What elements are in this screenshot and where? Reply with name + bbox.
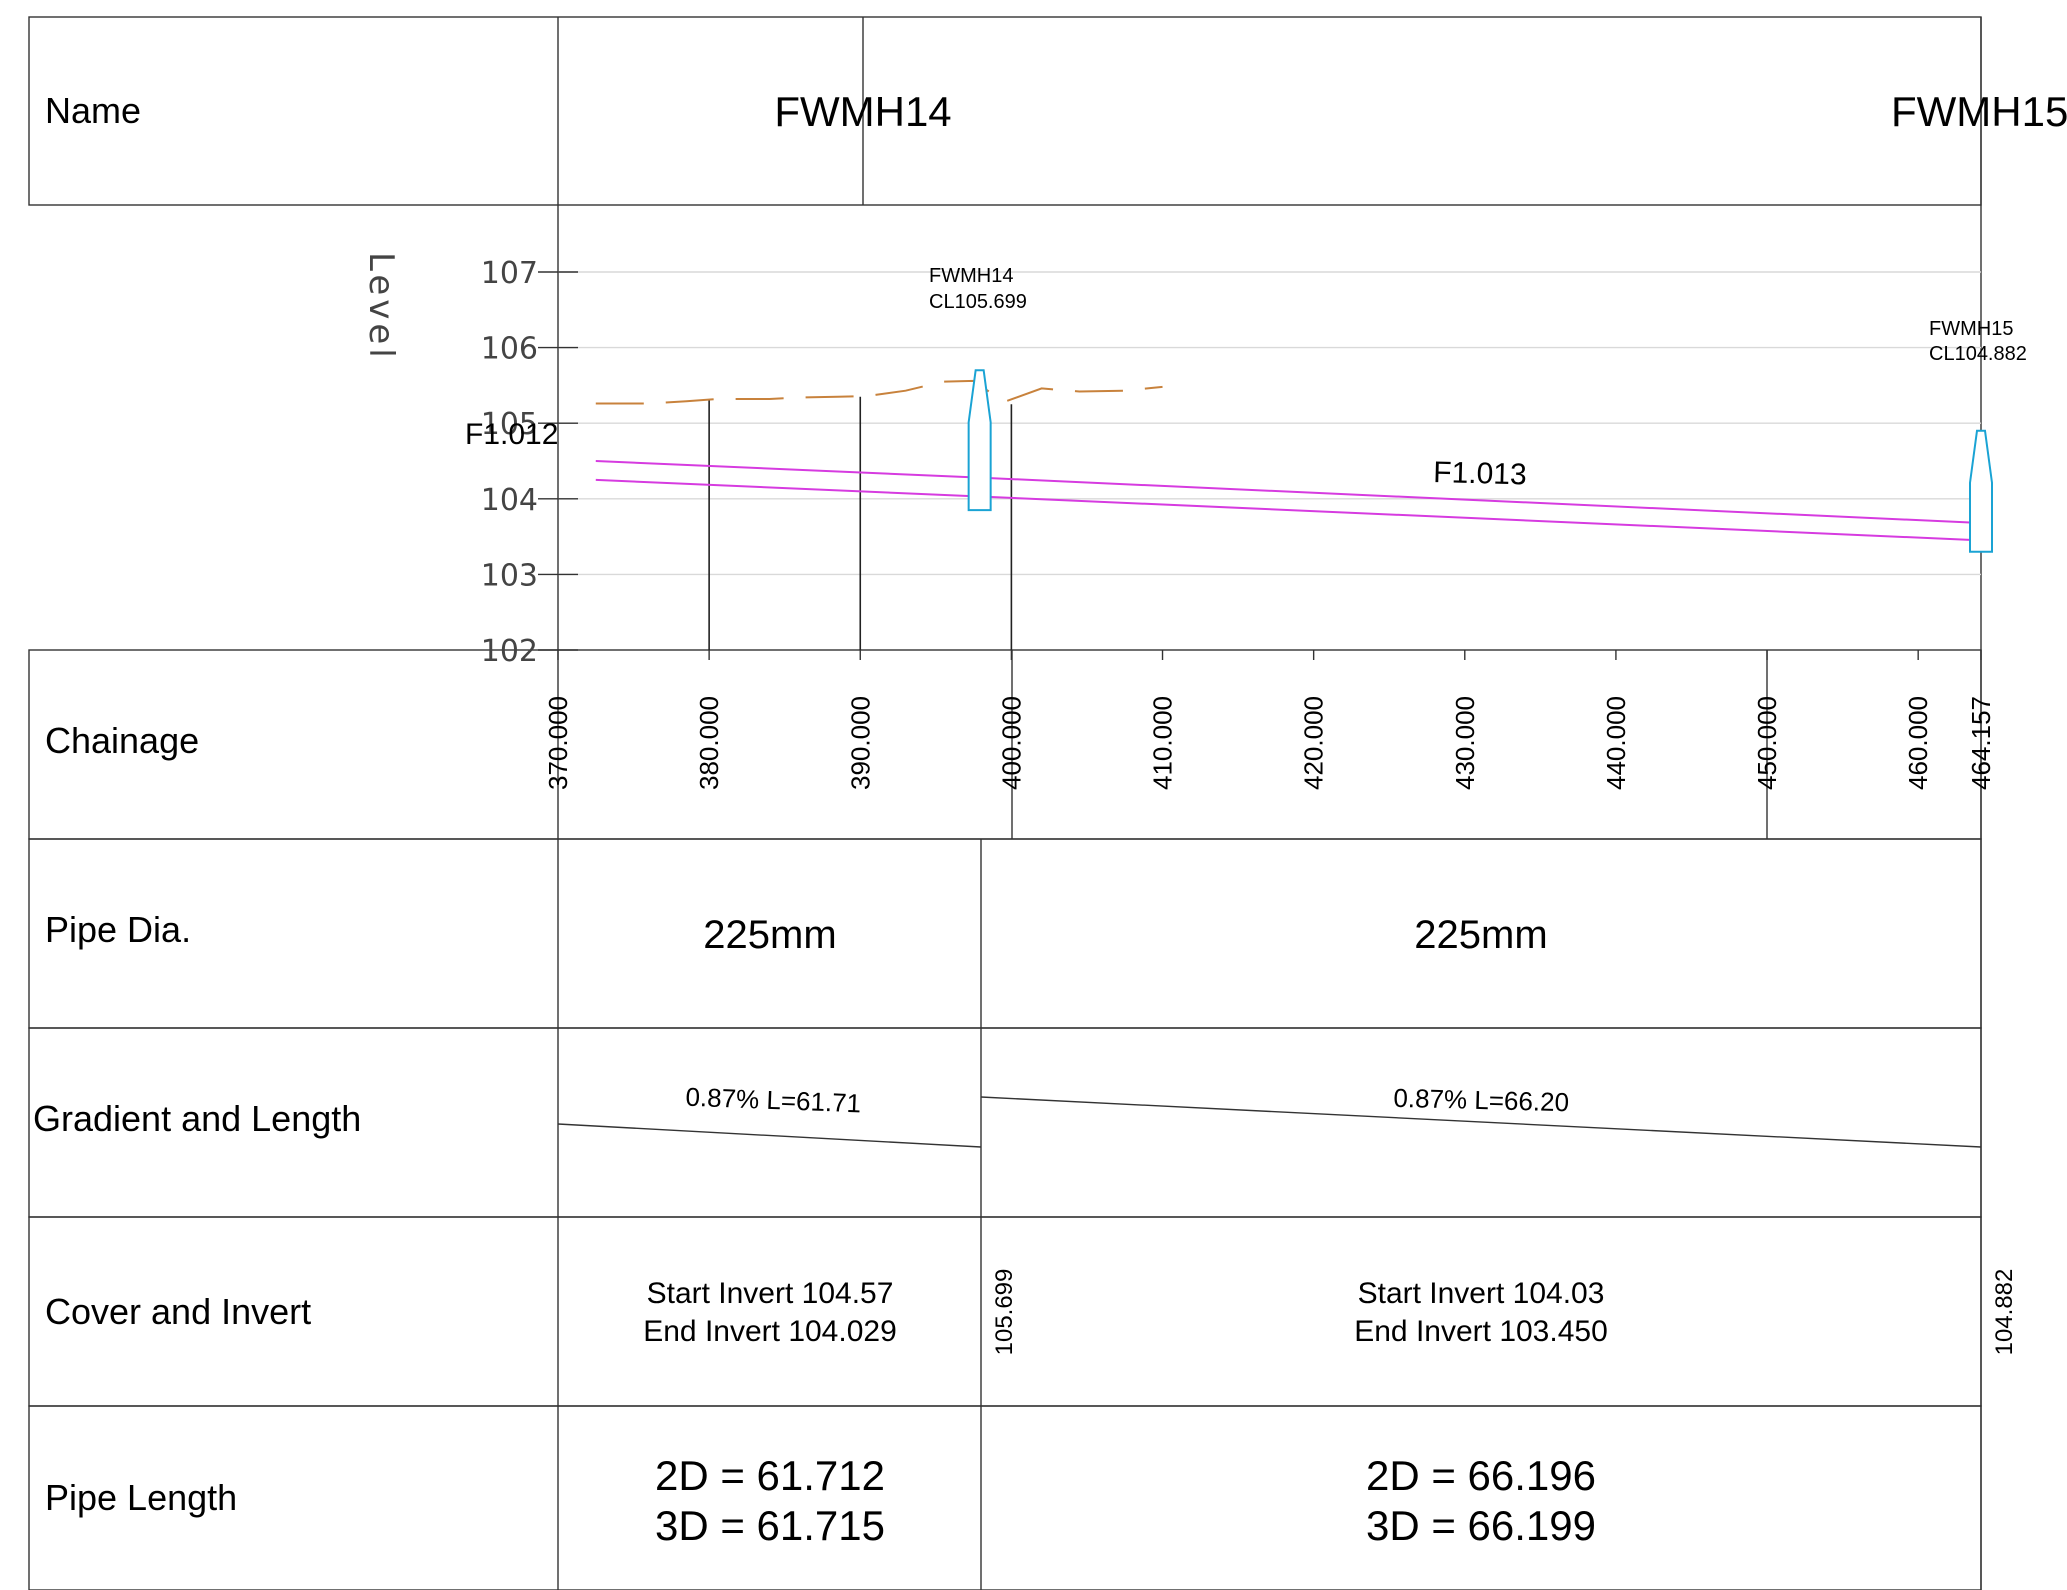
profile-labels: F1.012 F1.013 FWMH14 CL105.699 FWMH15 CL… <box>465 265 2027 491</box>
level-axis: 102 103 104 105 106 107 <box>481 256 578 669</box>
cover-level-2: 104.882 <box>1991 1269 2018 1356</box>
row-label-name: Name <box>45 90 141 131</box>
row-label-pipe-length: Pipe Length <box>45 1477 237 1518</box>
level-tick-label: 107 <box>481 256 538 291</box>
pipe-length-band <box>28 1405 1982 1590</box>
gradient-2: 0.87% L=66.20 <box>1393 1083 1569 1118</box>
table-frame <box>28 16 1982 1590</box>
pipe-ref-2: F1.013 <box>1433 456 1527 491</box>
chainage-tick-label: 460.000 <box>1903 696 1933 790</box>
manhole-cover-label-1: CL105.699 <box>929 291 1027 313</box>
cover-invert-values: Start Invert 104.57 End Invert 104.029 S… <box>643 1269 2018 1356</box>
pipe-dia-values: 225mm 225mm <box>703 913 1547 957</box>
pipe-ref-1: F1.012 <box>465 418 558 451</box>
level-tick-label: 102 <box>481 634 538 669</box>
chainage-verticals <box>708 396 1013 650</box>
chainage-tick-label: 400.000 <box>996 696 1026 790</box>
pipe-dia-2: 225mm <box>1414 913 1547 957</box>
chainage-axis: 370.000 380.000 390.000 400.000 410.000 420.0… <box>543 650 1996 790</box>
level-tick-label: 105 <box>481 407 538 442</box>
pipe-dia-1: 225mm <box>703 913 836 957</box>
pipe-length-2-3d: 3D = 66.199 <box>1366 1502 1596 1549</box>
name-row-values: FWMH14 FWMH15 <box>774 88 2067 135</box>
gradient-values: 0.87% L=61.71 0.87% L=66.20 <box>557 1082 1982 1148</box>
row-label-gradient: Gradient and Length <box>33 1098 361 1139</box>
level-tick-label: 106 <box>481 332 538 367</box>
level-tick-label: 104 <box>481 483 538 518</box>
pipe-invert-line <box>595 478 1982 542</box>
row-label-chainage: Chainage <box>45 720 199 761</box>
manhole-body <box>967 369 992 512</box>
ground-profile <box>595 379 1163 405</box>
chainage-tick-label: 420.000 <box>1299 696 1329 790</box>
pipe-profile <box>595 460 1982 542</box>
manhole-body <box>1969 429 1993 553</box>
chainage-tick-label: 410.000 <box>1148 696 1178 790</box>
manhole-label-1: FWMH14 <box>929 265 1013 287</box>
manholes <box>967 369 1993 553</box>
manhole-name-2: FWMH15 <box>1891 88 2067 135</box>
manhole-name-1: FWMH14 <box>774 88 951 135</box>
chainage-tick-label: 380.000 <box>694 696 724 790</box>
pipe-obvert-line <box>595 460 1982 524</box>
invert-1-start: Start Invert 104.57 <box>647 1277 894 1310</box>
chainage-tick-label: 370.000 <box>543 696 573 790</box>
pipe-dia-band <box>28 838 1982 1029</box>
invert-2-end: End Invert 103.450 <box>1354 1315 1608 1348</box>
chainage-tick-label: 390.000 <box>845 696 875 790</box>
chainage-tick-label: 464.157 <box>1966 696 1996 790</box>
ground-line <box>595 379 1163 405</box>
chainage-tick-label: 440.000 <box>1601 696 1631 790</box>
gradient-line-1 <box>557 1123 982 1148</box>
invert-1-end: End Invert 104.029 <box>643 1315 897 1348</box>
chainage-tick-label: 430.000 <box>1450 696 1480 790</box>
gradient-line-2 <box>980 1096 1982 1148</box>
gradient-1: 0.87% L=61.71 <box>685 1082 862 1119</box>
chainage-tick-label: 450.000 <box>1752 696 1782 790</box>
pipe-length-1-3d: 3D = 61.715 <box>655 1502 885 1549</box>
row-labels: Name Chainage Pipe Dia. Gradient and Len… <box>33 90 361 1518</box>
level-axis-label: Level <box>361 252 401 362</box>
row-label-pipe-dia: Pipe Dia. <box>45 909 191 950</box>
level-tick-label: 103 <box>481 558 538 593</box>
row-label-cover: Cover and Invert <box>45 1291 311 1332</box>
chart-grid <box>558 271 1981 576</box>
pipe-length-1-2d: 2D = 61.712 <box>655 1452 885 1499</box>
pipe-length-2-2d: 2D = 66.196 <box>1366 1452 1596 1499</box>
pipe-length-values: 2D = 61.712 3D = 61.715 2D = 66.196 3D =… <box>655 1452 1596 1549</box>
cover-level-1: 105.699 <box>991 1269 1018 1356</box>
name-band <box>28 16 1982 206</box>
manhole-cover-label-2: CL104.882 <box>1929 343 2027 365</box>
invert-2-start: Start Invert 104.03 <box>1358 1277 1605 1310</box>
manhole-label-2: FWMH15 <box>1929 318 2013 340</box>
